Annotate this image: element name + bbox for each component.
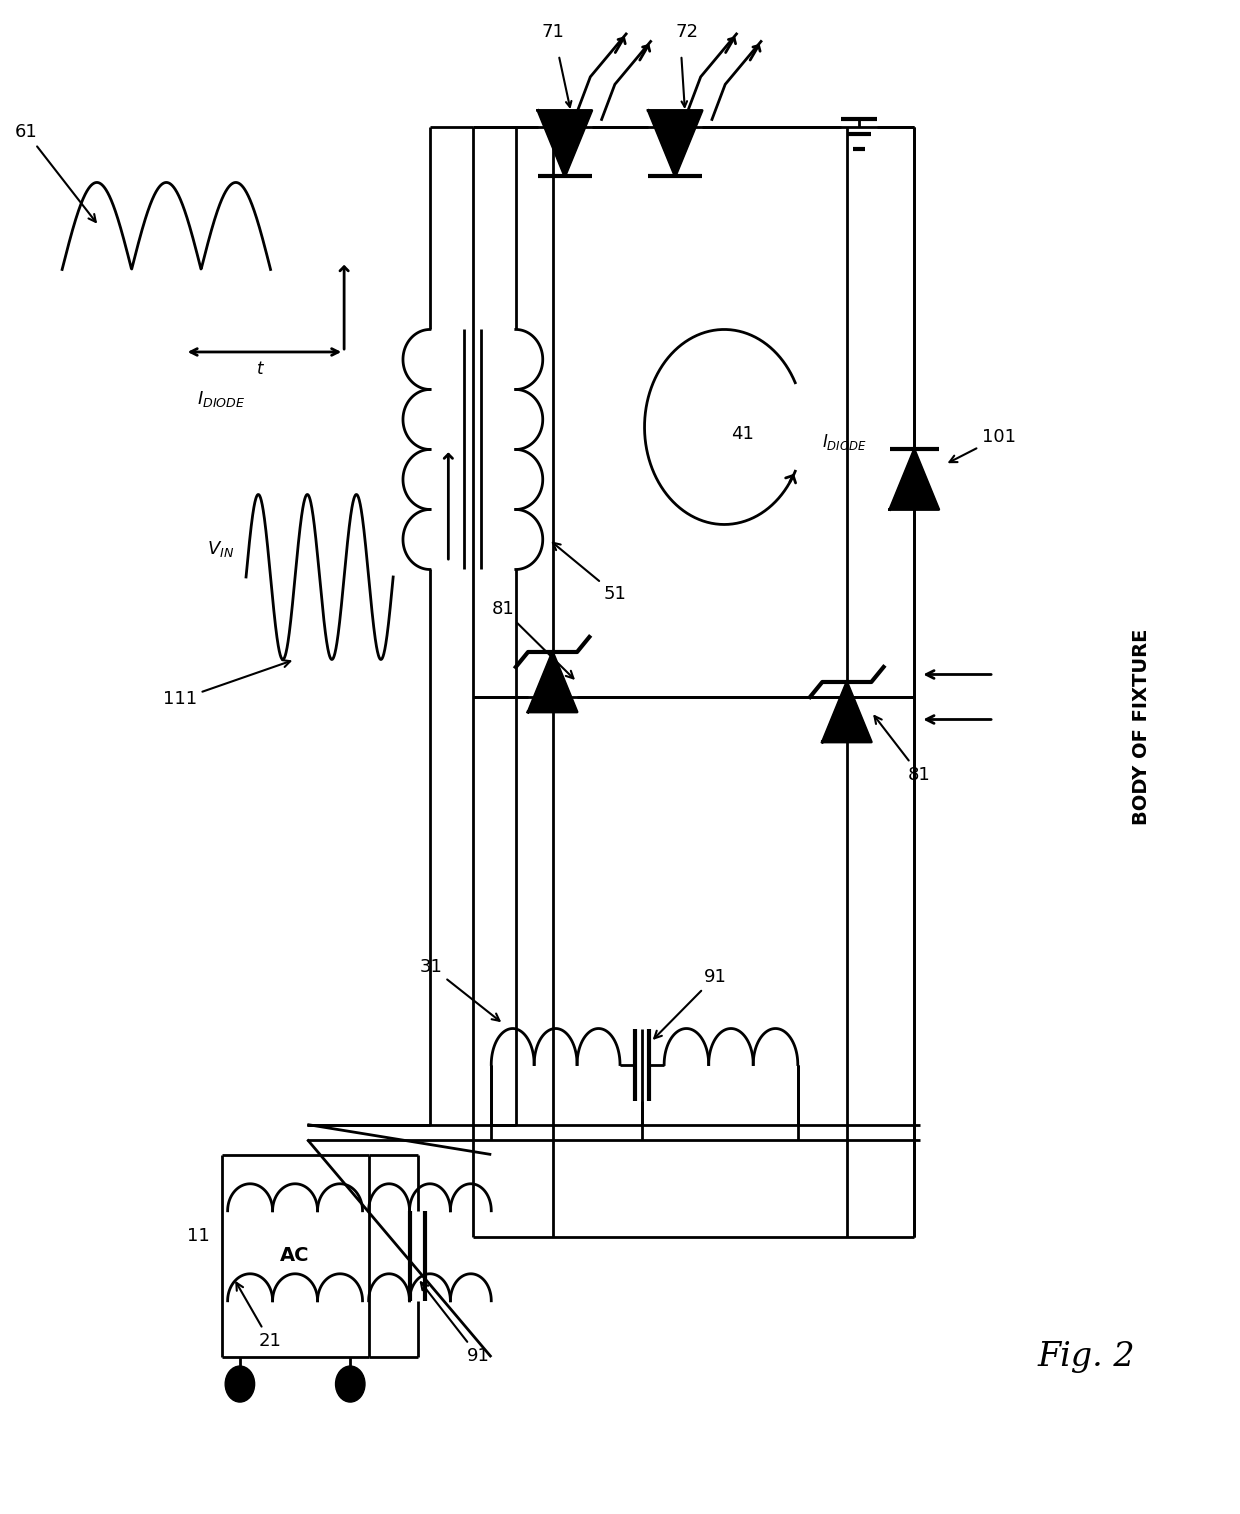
Text: 31: 31 xyxy=(419,957,500,1020)
Text: $I_{DIODE}$: $I_{DIODE}$ xyxy=(822,431,867,453)
Text: 21: 21 xyxy=(237,1282,281,1350)
Text: 91: 91 xyxy=(655,967,727,1039)
Polygon shape xyxy=(890,450,939,510)
Polygon shape xyxy=(538,111,591,177)
Text: 81: 81 xyxy=(492,601,573,678)
Text: 91: 91 xyxy=(420,1282,490,1364)
Text: Fig. 2: Fig. 2 xyxy=(1037,1341,1135,1373)
Text: 11: 11 xyxy=(186,1226,210,1245)
Circle shape xyxy=(336,1366,365,1402)
Text: 41: 41 xyxy=(732,425,754,444)
Text: 51: 51 xyxy=(553,542,627,604)
Text: 72: 72 xyxy=(676,23,699,41)
Text: 111: 111 xyxy=(162,660,290,709)
Text: 61: 61 xyxy=(15,124,95,223)
Text: $V_{IN}$: $V_{IN}$ xyxy=(207,539,234,560)
Text: BODY OF FIXTURE: BODY OF FIXTURE xyxy=(1132,628,1151,825)
Text: $t$: $t$ xyxy=(257,360,265,378)
Polygon shape xyxy=(649,111,702,177)
Polygon shape xyxy=(528,653,577,712)
Text: $I_{DIODE}$: $I_{DIODE}$ xyxy=(197,389,246,409)
Polygon shape xyxy=(822,681,872,742)
Text: 71: 71 xyxy=(541,23,564,41)
Circle shape xyxy=(226,1366,254,1402)
Text: 81: 81 xyxy=(874,716,931,784)
Text: 101: 101 xyxy=(950,428,1016,462)
Text: AC: AC xyxy=(280,1246,310,1266)
